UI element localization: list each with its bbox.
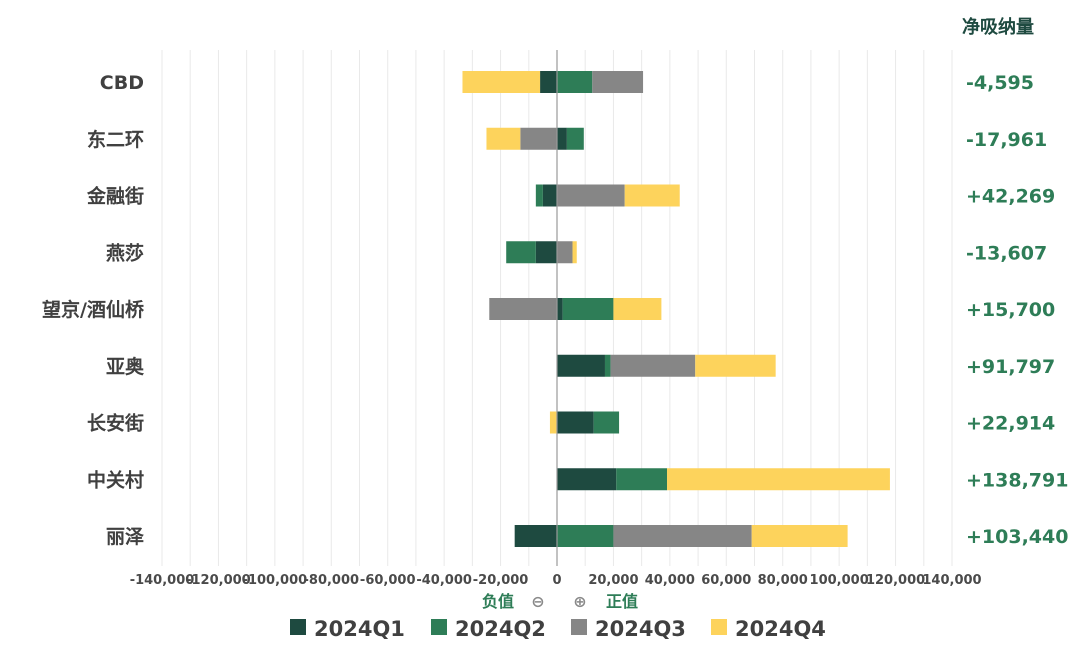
bar-segment [557,525,614,547]
x-tick-label: 0 [552,573,561,588]
bar-segment [486,127,521,150]
x-tick-label: -120,000 [186,573,251,588]
positive-hint-label: 正值 [606,592,638,611]
bar-segment [557,71,593,93]
x-tick-label: 20,000 [588,573,638,588]
bar-segment [542,184,557,207]
bar-segment [624,184,680,207]
x-tick-label: -140,000 [130,573,195,588]
legend-label: 2024Q3 [595,617,686,641]
category-label: 长安街 [87,412,144,435]
legend-label: 2024Q1 [314,617,405,641]
category-label: 亚奥 [106,355,145,378]
net-absorption-value: -4,595 [966,72,1034,94]
category-label: 中关村 [87,468,144,491]
net-absorption-header: 净吸纳量 [962,16,1034,38]
minus-circle-icon: ⊖ [531,592,544,611]
bar-segment [613,525,752,547]
plus-circle-icon: ⊕ [573,592,586,611]
bar-segment [557,298,563,320]
legend-swatch [711,619,727,635]
x-tick-label: -60,000 [360,573,416,588]
bar-segment [751,525,848,547]
legend-swatch [431,619,447,635]
bar-segment [562,298,614,320]
x-tick-label: 80,000 [758,573,808,588]
x-tick-label: 100,000 [810,573,869,588]
negative-hint-label: 负值 [482,592,514,611]
x-tick-labels: -140,000-120,000-100,000-80,000 -60,000 -4… [130,573,982,588]
x-tick-label: 60,000 [701,573,751,588]
bar-segment [616,468,668,491]
bar-segment [604,354,611,377]
legend-label: 2024Q4 [735,617,826,641]
category-label: 丽泽 [106,526,144,548]
bar-segment [610,354,696,377]
bar-segment [514,525,557,547]
bar-segment [462,71,541,93]
category-label: 燕莎 [106,241,144,264]
bar-segment [557,354,605,377]
x-tick-label: 120,000 [866,573,925,588]
bar-segment [557,127,567,150]
bar-segment [557,184,625,207]
net-absorption-value: +138,791 [966,469,1068,491]
net-absorption-value: -17,961 [966,129,1047,151]
category-label: 东二环 [87,128,144,151]
bar-segment [613,298,662,320]
legend: 2024Q1 2024Q2 2024Q3 2024Q4 [290,617,826,641]
bar-segment [566,127,584,150]
category-label: 金融街 [86,185,144,208]
bar-segment [592,71,644,93]
net-absorption-value: +22,914 [966,413,1055,435]
bar-segment [557,468,617,491]
bar-segment [549,411,557,434]
x-tick-label: -20,000 [473,573,529,588]
x-tick-label: -40,000 [416,573,472,588]
bar-segment [557,411,594,434]
net-absorption-value: -13,607 [966,242,1047,264]
x-tick-label: 40,000 [645,573,695,588]
bar-segment [489,298,557,320]
x-tick-label: 140,000 [922,573,981,588]
bar-segment [695,354,776,377]
net-absorption-value: +91,797 [966,356,1055,378]
bar-segment [572,241,577,264]
net-absorption-value: +15,700 [966,299,1055,321]
bar-segment [593,411,620,434]
legend-swatch [571,619,587,635]
bar-segment [667,468,890,491]
net-absorption-value: +103,440 [966,526,1068,548]
bar-segment [520,127,557,150]
bar-segment [535,241,557,264]
category-label: CBD [100,72,144,94]
bar-segment [535,184,543,207]
bar-segment [540,71,557,93]
x-tick-label: -80,000 [304,573,360,588]
legend-swatch [290,619,306,635]
legend-label: 2024Q2 [455,617,546,641]
bar-segment [506,241,536,264]
net-absorption-value: +42,269 [966,186,1055,208]
bar-segment [557,241,573,264]
net-absorption-values: -4,595 -17,961 +42,269 -13,607 +15,700 +91,79… [966,72,1068,548]
bars [462,71,890,547]
category-label: 望京/酒仙桥 [42,298,145,321]
x-tick-label: -100,000 [243,573,308,588]
